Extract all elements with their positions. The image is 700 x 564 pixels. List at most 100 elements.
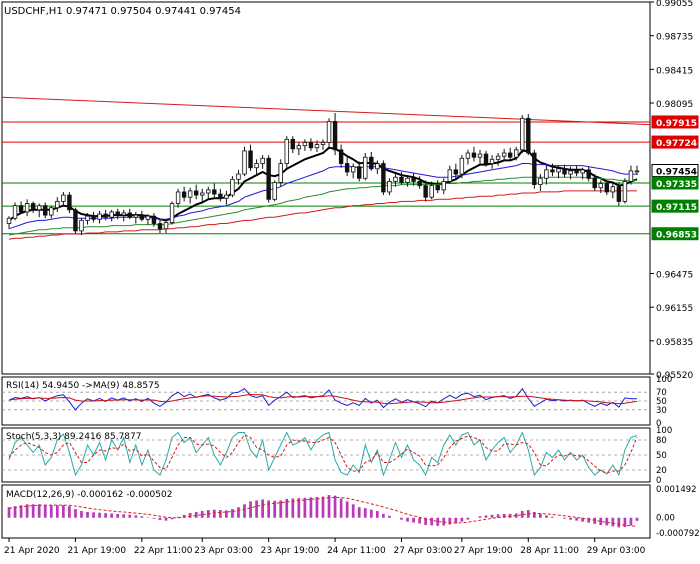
candle-body (212, 189, 217, 195)
price-pane-title: USDCHF,H1 (4, 6, 63, 17)
candle-body (610, 186, 616, 193)
candle-body (532, 152, 537, 185)
candle-body (344, 163, 350, 173)
stoch-y-tick-label: 50 (656, 451, 667, 461)
candle-body (411, 177, 416, 182)
candle-body (405, 177, 410, 183)
candle-body (586, 169, 591, 179)
price-level-box (651, 227, 699, 241)
candle-body (598, 183, 603, 189)
candle-body (12, 205, 18, 219)
candle-body (218, 193, 223, 199)
candle-body (302, 142, 308, 147)
ohlc-readout: 0.97471 0.97504 0.97441 0.97454 (66, 6, 241, 17)
candle-body (387, 181, 392, 193)
time-axis: 21 Apr 2020 21 Apr 19:00 22 Apr 11:00 23 Ap… (4, 538, 646, 556)
candle-body (574, 170, 579, 174)
price-level-label: 0.97454 (656, 167, 697, 177)
candle-body (483, 153, 489, 164)
rsi-y-tick-label: 50 (656, 397, 667, 407)
price-level-label: 0.97724 (656, 139, 697, 149)
rsi-y-tick-label: 100 (656, 375, 672, 385)
rsi-y-tick-label: 0 (656, 419, 661, 429)
macd-y-tick-label: 0.001492 (656, 485, 697, 495)
candle-body (109, 211, 114, 218)
stoch-y-tick-label: 0 (656, 476, 661, 486)
candle-body (278, 163, 283, 183)
candle-body (514, 149, 519, 158)
price-level-label: 0.97335 (656, 180, 697, 190)
candle-body (556, 168, 561, 173)
time-tick-label: 24 Apr 11:00 (327, 546, 386, 556)
candle-body (357, 166, 362, 179)
candle-body (320, 142, 326, 145)
time-tick-label: 29 Apr 03:00 (587, 546, 646, 556)
candle-body (435, 185, 440, 191)
candle-body (236, 173, 241, 180)
candle-body (175, 191, 181, 204)
time-tick-label: 27 Apr 03:00 (393, 546, 452, 556)
candle-body (272, 182, 277, 200)
macd-pane-frame (1, 484, 651, 539)
candle-body (193, 190, 199, 196)
price-y-tick-label: 0.98415 (656, 66, 693, 76)
stoch-series-1 (8, 434, 638, 474)
macd-title: MACD(12,26,9) -0.000162 -0.000502 (6, 490, 172, 500)
candle-body (169, 203, 175, 223)
candle-body (266, 157, 271, 200)
candle-body (24, 203, 30, 213)
candle-body (526, 117, 531, 154)
candle-body (55, 201, 60, 209)
candle-body (133, 214, 139, 218)
price-y-tick-label: 0.96155 (656, 304, 693, 314)
candle-body (151, 215, 157, 224)
candle-body (634, 170, 640, 173)
candle-body (495, 155, 501, 160)
macd-pane[interactable]: 0.001492 0.00 -0.000792 MACD(12,26,9) -0.00… (1, 484, 700, 539)
candle-body (284, 138, 289, 164)
candle-body (580, 169, 585, 174)
candle-body (314, 144, 320, 149)
candle-body (628, 170, 634, 182)
stoch-y-tick-label: 20 (656, 466, 667, 476)
stoch-series-0 (8, 431, 638, 477)
candle-body (61, 194, 66, 202)
candle-body (242, 150, 247, 175)
candle-body (350, 166, 356, 173)
candle-body (429, 185, 434, 198)
price-level-box (651, 199, 699, 213)
candle-body (73, 209, 78, 232)
candle-body (399, 176, 404, 183)
candle-body (423, 185, 428, 198)
price-pane[interactable]: 0.99055 0.98735 0.98415 0.98095 0.96475 0.961… (1, 0, 699, 381)
candle-body (254, 163, 259, 169)
candle-body (206, 189, 211, 194)
candle-body (79, 219, 84, 232)
candle-body (308, 142, 314, 149)
candle-body (127, 212, 132, 218)
candle-body (18, 205, 24, 213)
candle-body (363, 156, 368, 179)
price-level-box (651, 176, 699, 190)
price-level-label: 0.97115 (656, 203, 697, 213)
candle-body (393, 176, 398, 182)
price-level-box (651, 163, 699, 177)
candle-body (441, 181, 446, 191)
price-level-label: 0.97915 (656, 119, 697, 129)
candle-body (30, 203, 36, 211)
candle-body (181, 191, 187, 198)
macd-y-tick-label: 0.00 (656, 514, 675, 524)
candle-body (187, 190, 193, 198)
time-tick-label: 28 Apr 11:00 (520, 546, 579, 556)
rsi-series-0 (8, 387, 637, 411)
time-tick-label: 27 Apr 19:00 (454, 546, 513, 556)
candle-body (507, 152, 513, 158)
candle-body (332, 121, 338, 151)
candle-body (465, 152, 471, 159)
time-tick-label: 23 Apr 03:00 (194, 546, 253, 556)
price-level-label: 0.96853 (656, 231, 697, 241)
price-level-box (651, 135, 699, 149)
